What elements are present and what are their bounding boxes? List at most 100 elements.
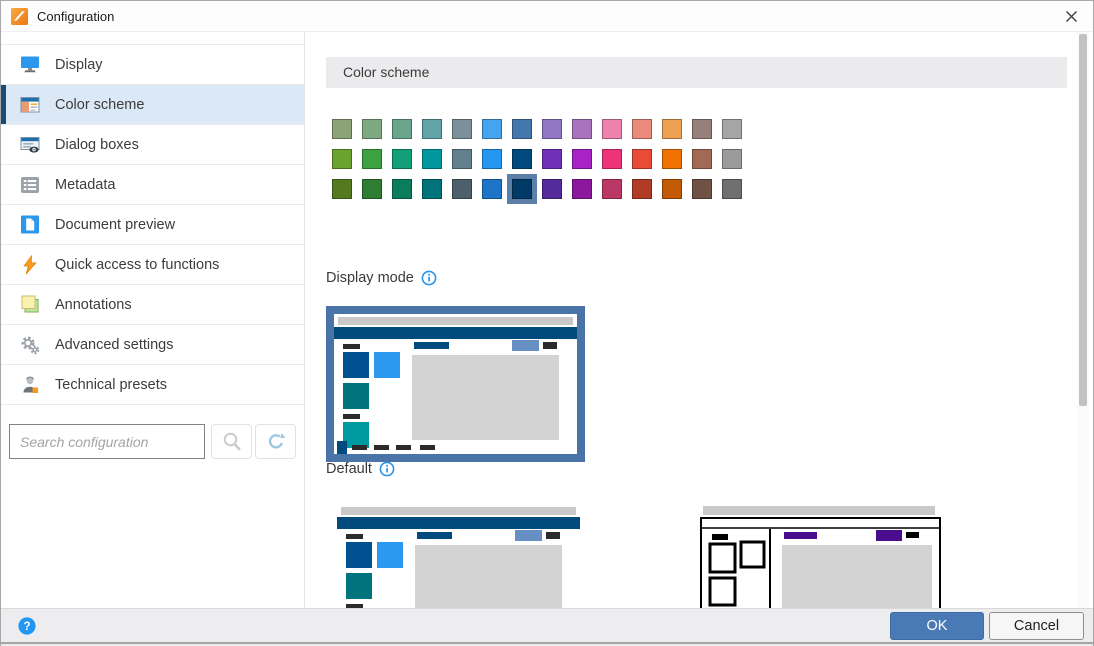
sidebar-item-label: Annotations xyxy=(55,296,132,313)
search-input[interactable] xyxy=(9,424,205,459)
display-icon xyxy=(20,55,40,75)
color-swatch-r2-c7[interactable] xyxy=(512,149,532,169)
annotations-icon xyxy=(20,295,40,315)
titlebar: Configuration xyxy=(1,1,1093,32)
sidebar-item-advanced-settings[interactable]: Advanced settings xyxy=(1,325,304,365)
sidebar-item-label: Document preview xyxy=(55,216,176,233)
color-swatch-r3-c10[interactable] xyxy=(602,179,622,199)
help-button[interactable]: ? xyxy=(18,617,36,635)
vertical-scrollbar xyxy=(1077,32,1089,608)
sidebar-nav: Display Color scheme Dialog boxes Metadata D… xyxy=(1,44,304,405)
quick-access-icon xyxy=(20,254,40,275)
color-swatch-r3-c1[interactable] xyxy=(332,179,352,199)
color-swatch-r2-c4[interactable] xyxy=(422,149,442,169)
color-swatch-r3-c9[interactable] xyxy=(572,179,592,199)
close-icon xyxy=(1064,9,1079,24)
sidebar-item-label: Display xyxy=(55,56,103,73)
color-swatch-r1-c1[interactable] xyxy=(332,119,352,139)
color-swatch-r2-c5[interactable] xyxy=(452,149,472,169)
color-swatch-r1-c9[interactable] xyxy=(572,119,592,139)
sidebar-item-label: Quick access to functions xyxy=(55,256,220,273)
color-swatch-r2-c9[interactable] xyxy=(572,149,592,169)
color-swatch-r3-c7[interactable] xyxy=(507,174,537,204)
color-swatch-r3-c13[interactable] xyxy=(692,179,712,199)
sidebar-item-technical-presets[interactable]: Technical presets xyxy=(1,365,304,405)
display-mode-preview-default[interactable] xyxy=(326,306,585,462)
window-bottom-edge xyxy=(1,642,1093,646)
refresh-icon xyxy=(266,432,286,452)
color-swatch-r1-c6[interactable] xyxy=(482,119,502,139)
cancel-button[interactable]: Cancel xyxy=(989,612,1084,640)
color-swatch-r3-c5[interactable] xyxy=(452,179,472,199)
sidebar-item-label: Dialog boxes xyxy=(55,136,139,153)
sidebar-item-annotations[interactable]: Annotations xyxy=(1,285,304,325)
sidebar-item-metadata[interactable]: Metadata xyxy=(1,165,304,205)
swatch-row-3 xyxy=(332,174,742,204)
advanced-settings-icon xyxy=(20,335,40,355)
color-swatch-r1-c14[interactable] xyxy=(722,119,742,139)
color-swatch-r1-c12[interactable] xyxy=(662,119,682,139)
color-swatch-r1-c3[interactable] xyxy=(392,119,412,139)
color-swatch-r2-c8[interactable] xyxy=(542,149,562,169)
sidebar-item-display[interactable]: Display xyxy=(1,45,304,85)
window-title: Configuration xyxy=(37,8,115,24)
color-swatch-r1-c13[interactable] xyxy=(692,119,712,139)
color-swatch-r1-c5[interactable] xyxy=(452,119,472,139)
color-swatch-r1-c10[interactable] xyxy=(602,119,622,139)
display-mode-preview-2[interactable] xyxy=(337,504,580,608)
sidebar-item-quick-access-to-functions[interactable]: Quick access to functions xyxy=(1,245,304,285)
color-swatch-r2-c10[interactable] xyxy=(602,149,622,169)
color-swatch-r2-c11[interactable] xyxy=(632,149,652,169)
swatch-row-1 xyxy=(332,119,742,139)
color-swatch-r3-c6[interactable] xyxy=(482,179,502,199)
color-swatch-r2-c14[interactable] xyxy=(722,149,742,169)
display-mode-row: Display mode xyxy=(326,270,437,286)
svg-text:?: ? xyxy=(23,621,30,633)
color-swatch-r1-c11[interactable] xyxy=(632,119,652,139)
color-swatch-r3-c8[interactable] xyxy=(542,179,562,199)
display-mode-info-icon[interactable] xyxy=(421,270,437,286)
scrollbar-thumb[interactable] xyxy=(1079,34,1087,406)
color-swatch-r3-c4[interactable] xyxy=(422,179,442,199)
color-swatch-r2-c13[interactable] xyxy=(692,149,712,169)
sidebar-item-label: Color scheme xyxy=(55,96,145,113)
color-swatch-r3-c14[interactable] xyxy=(722,179,742,199)
search-row xyxy=(1,424,304,460)
swatch-row-2 xyxy=(332,149,742,169)
color-swatch-r2-c3[interactable] xyxy=(392,149,412,169)
color-swatch-r1-c8[interactable] xyxy=(542,119,562,139)
display-mode-preview-3[interactable] xyxy=(700,504,942,608)
ok-button[interactable]: OK xyxy=(890,612,984,640)
default-info-icon[interactable] xyxy=(379,461,395,477)
sidebar-item-label: Technical presets xyxy=(55,376,168,393)
help-icon: ? xyxy=(18,617,36,635)
display-mode-label: Display mode xyxy=(326,270,414,286)
color-swatch-r2-c12[interactable] xyxy=(662,149,682,169)
color-swatch-grid xyxy=(332,119,742,209)
color-swatch-r1-c2[interactable] xyxy=(362,119,382,139)
dialog-boxes-icon xyxy=(20,135,40,155)
search-button[interactable] xyxy=(211,424,252,459)
reset-search-button[interactable] xyxy=(255,424,296,459)
color-swatch-r3-c2[interactable] xyxy=(362,179,382,199)
color-swatch-r3-c11[interactable] xyxy=(632,179,652,199)
color-swatch-r1-c7[interactable] xyxy=(512,119,532,139)
color-swatch-r3-c3[interactable] xyxy=(392,179,412,199)
sidebar-item-label: Advanced settings xyxy=(55,336,174,353)
close-button[interactable] xyxy=(1049,1,1093,32)
sidebar-item-label: Metadata xyxy=(55,176,116,193)
search-icon xyxy=(221,431,243,453)
document-preview-icon xyxy=(20,215,40,235)
sidebar-item-dialog-boxes[interactable]: Dialog boxes xyxy=(1,125,304,165)
section-header: Color scheme xyxy=(326,57,1067,88)
default-preview-label: Default xyxy=(326,461,372,477)
color-swatch-r3-c12[interactable] xyxy=(662,179,682,199)
color-swatch-r2-c2[interactable] xyxy=(362,149,382,169)
color-swatch-r2-c6[interactable] xyxy=(482,149,502,169)
color-swatch-r2-c1[interactable] xyxy=(332,149,352,169)
color-swatch-r1-c4[interactable] xyxy=(422,119,442,139)
default-preview-label-row: Default xyxy=(326,461,395,477)
sidebar-item-color-scheme[interactable]: Color scheme xyxy=(1,85,304,125)
sidebar-item-document-preview[interactable]: Document preview xyxy=(1,205,304,245)
